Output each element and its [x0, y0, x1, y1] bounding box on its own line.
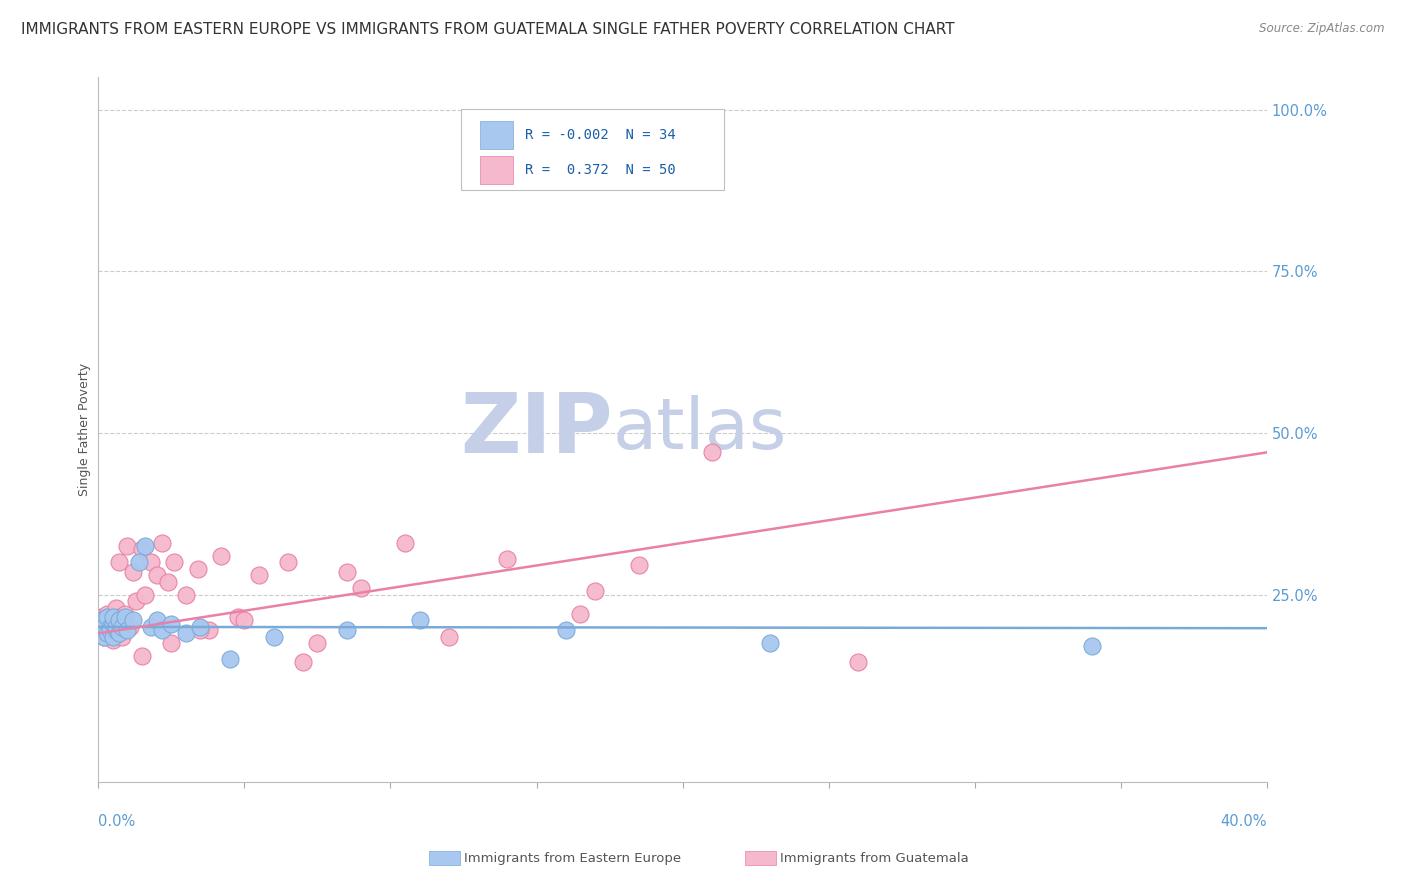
Point	[122, 614, 145, 628]
Point	[394, 536, 416, 550]
Point	[190, 623, 212, 637]
Point	[107, 614, 129, 628]
Point	[336, 623, 359, 637]
Point	[145, 568, 167, 582]
Point	[174, 588, 197, 602]
Point	[496, 552, 519, 566]
Point	[163, 555, 186, 569]
Point	[277, 555, 299, 569]
Point	[114, 607, 136, 621]
Point	[228, 610, 250, 624]
Point	[90, 610, 112, 624]
Point	[759, 636, 782, 650]
Point	[700, 445, 723, 459]
FancyBboxPatch shape	[481, 120, 513, 149]
Point	[117, 539, 139, 553]
Point	[110, 630, 132, 644]
Point	[98, 623, 121, 637]
Point	[101, 616, 124, 631]
Point	[96, 607, 118, 621]
Point	[128, 555, 150, 569]
Point	[134, 588, 156, 602]
Point	[233, 614, 256, 628]
Point	[107, 610, 129, 624]
Point	[107, 626, 129, 640]
Point	[93, 630, 115, 644]
Point	[218, 652, 240, 666]
Point	[569, 607, 592, 621]
Text: 40.0%: 40.0%	[1220, 814, 1267, 829]
Text: Source: ZipAtlas.com: Source: ZipAtlas.com	[1260, 22, 1385, 36]
Point	[627, 558, 650, 573]
FancyBboxPatch shape	[461, 109, 724, 190]
Point	[263, 630, 285, 644]
Point	[98, 620, 121, 634]
Point	[209, 549, 232, 563]
Point	[122, 565, 145, 579]
Text: R =  0.372  N = 50: R = 0.372 N = 50	[524, 163, 675, 178]
Point	[198, 623, 221, 637]
Point	[583, 584, 606, 599]
Point	[160, 616, 183, 631]
Text: atlas: atlas	[613, 395, 787, 464]
Point	[408, 614, 430, 628]
Point	[139, 620, 162, 634]
Point	[104, 623, 127, 637]
Point	[93, 616, 115, 631]
Point	[157, 574, 180, 589]
Point	[291, 656, 314, 670]
Point	[247, 568, 270, 582]
Point	[336, 565, 359, 579]
Point	[120, 620, 142, 634]
Point	[107, 555, 129, 569]
Text: IMMIGRANTS FROM EASTERN EUROPE VS IMMIGRANTS FROM GUATEMALA SINGLE FATHER POVERT: IMMIGRANTS FROM EASTERN EUROPE VS IMMIGR…	[21, 22, 955, 37]
Point	[139, 555, 162, 569]
Point	[93, 620, 115, 634]
Point	[187, 562, 209, 576]
Text: R = -0.002  N = 34: R = -0.002 N = 34	[524, 128, 675, 142]
Point	[846, 656, 869, 670]
Point	[104, 600, 127, 615]
FancyBboxPatch shape	[481, 156, 513, 185]
Point	[131, 542, 153, 557]
Point	[101, 630, 124, 644]
Point	[90, 614, 112, 628]
Point	[90, 623, 112, 637]
Point	[104, 620, 127, 634]
Point	[104, 623, 127, 637]
Point	[160, 636, 183, 650]
Point	[350, 581, 373, 595]
Point	[101, 610, 124, 624]
Point	[307, 636, 329, 650]
Point	[114, 610, 136, 624]
Text: ZIP: ZIP	[460, 389, 613, 470]
Point	[145, 614, 167, 628]
Point	[101, 614, 124, 628]
Point	[98, 620, 121, 634]
Point	[437, 630, 460, 644]
Point	[93, 630, 115, 644]
Point	[134, 539, 156, 553]
Point	[152, 623, 174, 637]
Point	[96, 610, 118, 624]
Point	[90, 623, 112, 637]
Y-axis label: Single Father Poverty: Single Father Poverty	[79, 363, 91, 496]
Point	[96, 626, 118, 640]
Point	[554, 623, 576, 637]
Text: Immigrants from Eastern Europe: Immigrants from Eastern Europe	[464, 852, 681, 864]
Point	[190, 620, 212, 634]
Point	[1080, 640, 1102, 654]
Point	[117, 623, 139, 637]
Point	[101, 632, 124, 647]
Point	[152, 536, 174, 550]
Point	[125, 594, 148, 608]
Point	[174, 626, 197, 640]
Point	[131, 648, 153, 663]
Point	[110, 620, 132, 634]
Text: Immigrants from Guatemala: Immigrants from Guatemala	[780, 852, 969, 864]
Point	[96, 626, 118, 640]
Text: 0.0%: 0.0%	[98, 814, 135, 829]
Point	[98, 610, 121, 624]
